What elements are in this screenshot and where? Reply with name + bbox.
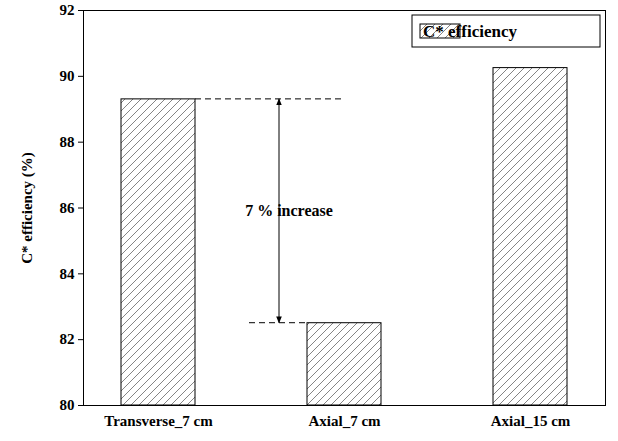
svg-text:90: 90 bbox=[60, 68, 75, 84]
svg-text:C* efficiency: C* efficiency bbox=[423, 22, 517, 41]
svg-text:C* efficiency (%): C* efficiency (%) bbox=[19, 152, 36, 264]
svg-text:Transverse_7 cm: Transverse_7 cm bbox=[104, 413, 213, 429]
svg-text:86: 86 bbox=[60, 200, 76, 216]
svg-text:88: 88 bbox=[60, 134, 75, 150]
svg-text:80: 80 bbox=[60, 397, 75, 413]
svg-text:84: 84 bbox=[60, 266, 76, 282]
svg-text:7 % increase: 7 % increase bbox=[245, 202, 333, 219]
svg-text:Axial_15 cm: Axial_15 cm bbox=[491, 413, 571, 429]
svg-text:92: 92 bbox=[60, 2, 75, 18]
svg-text:Axial_7 cm: Axial_7 cm bbox=[308, 413, 381, 429]
svg-text:82: 82 bbox=[60, 331, 75, 347]
